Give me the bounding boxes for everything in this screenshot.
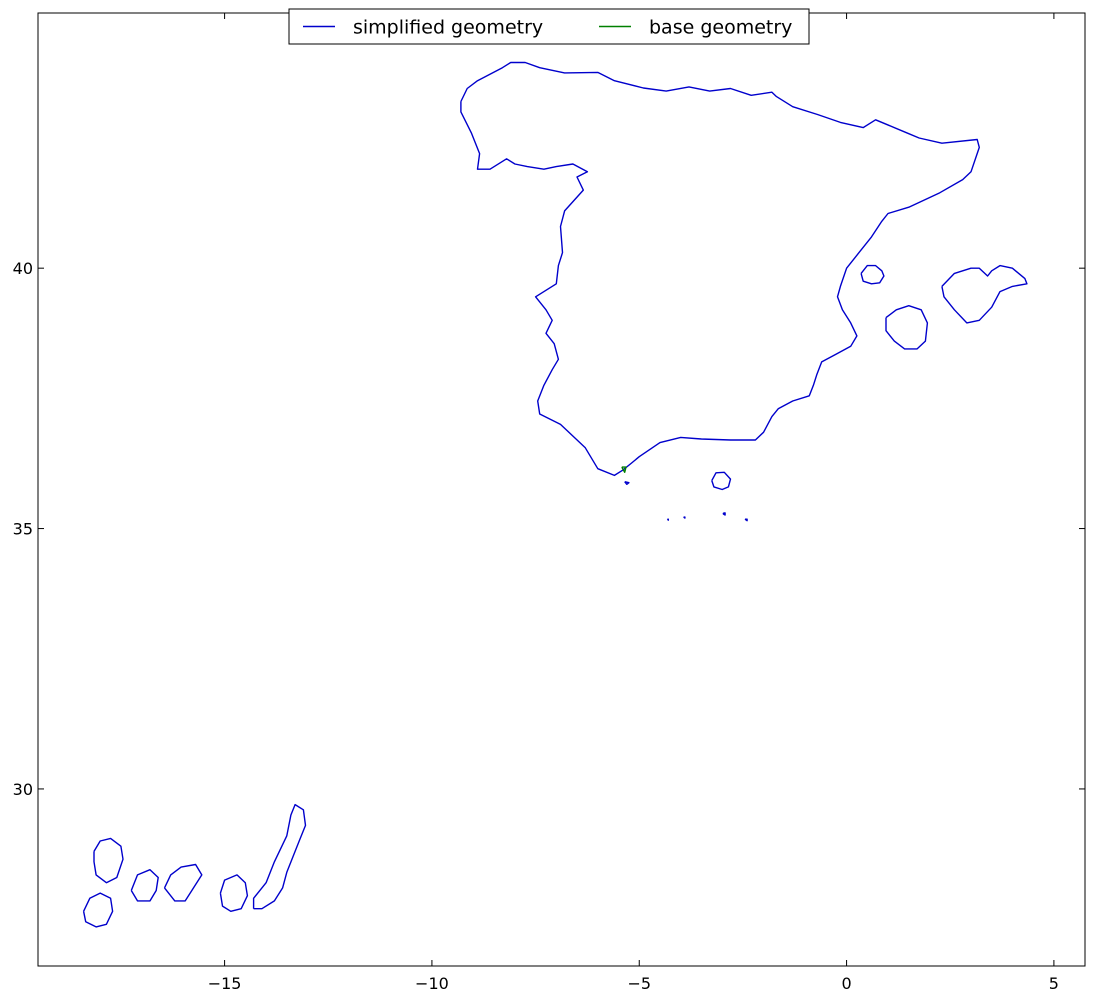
- polygon-islet-c: [744, 518, 748, 522]
- polygon-tenerife: [252, 803, 307, 910]
- polygon-melilla: [722, 512, 726, 516]
- axis-ticks: −15 −10 −5 0 5 30 35 40: [13, 13, 1085, 993]
- polygon-columbretes: [860, 264, 885, 285]
- polygon-la-palma: [130, 869, 159, 902]
- legend-label: simplified geometry: [353, 17, 543, 39]
- series-simplified-geometry: [82, 61, 1028, 928]
- x-tick-label: −10: [415, 974, 449, 993]
- polygon-island-west: [82, 892, 114, 928]
- polygon-islet-a: [666, 518, 669, 521]
- legend: simplified geometry base geometry: [288, 8, 810, 45]
- legend-label: base geometry: [649, 17, 792, 39]
- polygon-hierro: [93, 837, 124, 884]
- x-tick-label: 5: [1049, 974, 1059, 993]
- axes-frame: [37, 12, 1086, 967]
- series-layer: [82, 61, 1028, 928]
- legend-box: [288, 8, 810, 45]
- polygon-ibiza: [885, 305, 929, 350]
- polygon-ceuta: [624, 481, 630, 485]
- x-tick-label: 0: [841, 974, 851, 993]
- y-tick-label: 40: [13, 259, 33, 278]
- y-tick-label: 30: [13, 780, 33, 799]
- polygon-islet-b: [683, 516, 686, 519]
- polygon-alboran: [711, 471, 732, 491]
- x-tick-label: −15: [208, 974, 242, 993]
- y-tick-label: 35: [13, 520, 33, 539]
- polygon-la-gomera: [163, 863, 203, 902]
- x-tick-label: −5: [627, 974, 651, 993]
- polygon-mainland: [460, 61, 980, 477]
- polygon-mallorca: [941, 264, 1028, 324]
- plot-area: [37, 12, 1086, 967]
- polygon-gibraltar: [621, 466, 627, 473]
- series-base-geometry: [621, 466, 627, 473]
- polygon-gran-canaria: [219, 874, 249, 912]
